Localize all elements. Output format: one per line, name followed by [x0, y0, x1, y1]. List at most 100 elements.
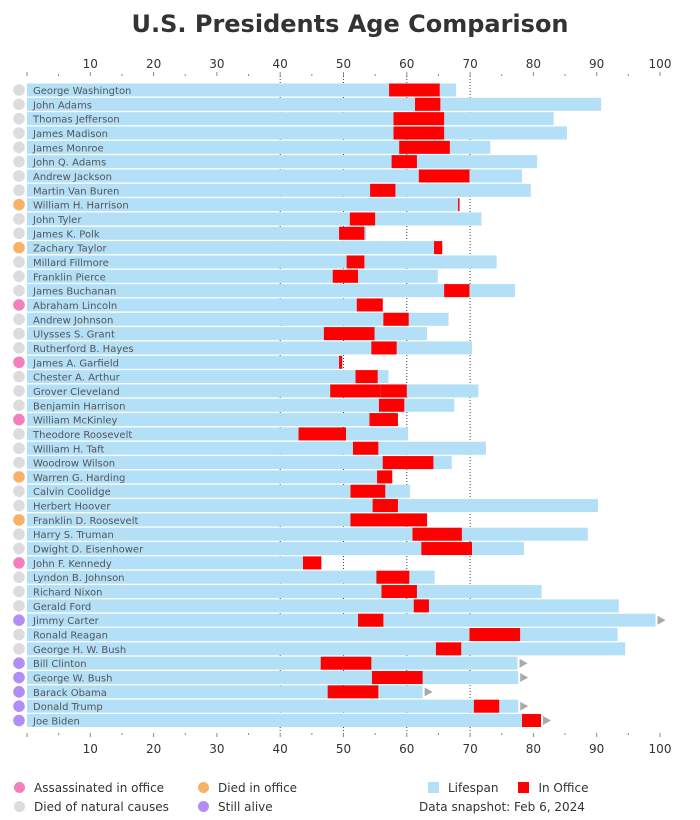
in-office-bar [372, 499, 398, 513]
in-office-bar [391, 155, 417, 169]
in-office-bar [435, 642, 462, 656]
in-office-bar [355, 370, 378, 384]
legend-item-natural: Died of natural causes [14, 797, 169, 816]
status-dot [13, 485, 25, 498]
status-dot [13, 614, 25, 627]
in-office-bar [473, 699, 500, 713]
president-name-label: Andrew Johnson [33, 315, 113, 326]
in-office-bar [369, 413, 398, 427]
status-dot [13, 628, 25, 641]
x-tick-label: 60 [399, 742, 414, 756]
in-office-bar [444, 284, 470, 298]
president-name-label: Calvin Coolidge [33, 487, 111, 498]
status-dot [13, 342, 25, 354]
status-dot [13, 643, 25, 655]
lifespan-bar [27, 513, 428, 527]
x-tick-label: 10 [83, 57, 98, 71]
president-name-label: Herbert Hoover [33, 502, 111, 513]
lifespan-bar [27, 398, 455, 412]
president-name-label: William H. Taft [33, 444, 104, 455]
legend-item-alive: Still alive [198, 797, 297, 816]
president-name-label: Woodrow Wilson [33, 459, 115, 470]
still-alive-arrow [520, 673, 529, 683]
legend-label: Lifespan [448, 780, 499, 795]
president-name-label: Theodore Roosevelt [32, 430, 132, 441]
status-dot [13, 471, 25, 483]
president-name-label: George W. Bush [33, 674, 112, 685]
legend-label: In Office [538, 780, 589, 795]
president-name-label: Richard Nixon [33, 588, 102, 599]
status-dot [13, 112, 25, 125]
x-tick-label: 40 [273, 742, 288, 756]
in-office-bar [415, 97, 441, 111]
in-office-bar [350, 484, 386, 498]
president-name-label: Donald Trump [33, 702, 103, 713]
status-dot [13, 327, 25, 340]
still-alive-arrow [542, 716, 551, 726]
president-name-label: Gerald Ford [33, 602, 91, 613]
legend-label: Died in office [218, 780, 298, 795]
president-name-label: John Adams [32, 100, 92, 111]
series-legend: Lifespan In Office Data snapshot: Feb 6,… [419, 778, 589, 816]
in-office-bar [320, 656, 372, 670]
still-alive-arrow [519, 658, 528, 668]
lifespan-bar [27, 413, 398, 427]
status-dot [13, 714, 25, 727]
in-office-bar [339, 355, 343, 369]
president-name-label: Martin Van Buren [33, 186, 119, 197]
president-name-label: James Buchanan [32, 287, 116, 298]
lifespan-bar [27, 370, 389, 384]
lifespan-bar [27, 97, 602, 111]
status-dot [13, 184, 25, 197]
status-dot [13, 213, 25, 225]
lifespan-bar [27, 599, 619, 613]
status-dot [13, 399, 25, 412]
in-office-bar [371, 671, 423, 685]
in-office-bar [346, 255, 365, 269]
in-office-bar [418, 169, 470, 183]
lifespan-bar [27, 484, 410, 498]
president-name-label: George H. W. Bush [33, 645, 126, 656]
lifespan-bar [27, 226, 367, 240]
lifespan-bar [27, 312, 449, 326]
in-office-bar [412, 527, 462, 541]
in-office-bar [380, 384, 407, 398]
still-alive-arrow [424, 687, 433, 697]
x-tick-label: 40 [273, 57, 288, 71]
in-office-bar [458, 198, 460, 212]
president-name-label: Franklin D. Roosevelt [33, 516, 138, 527]
status-dot [13, 299, 25, 311]
lifespan-bar [27, 642, 626, 656]
status-dot [13, 542, 25, 555]
in-office-bar [339, 226, 365, 240]
status-dot [13, 127, 25, 139]
lifespan-bar [27, 169, 523, 183]
legend-snapshot-row: Data snapshot: Feb 6, 2024 [419, 797, 588, 816]
legend-item-assassinated: Assassinated in office [14, 778, 169, 797]
in-office-bar [356, 298, 383, 312]
in-office-bar [393, 126, 445, 140]
lifespan-bar [27, 656, 518, 670]
president-name-label: Joe Biden [32, 717, 80, 728]
x-tick-label: 30 [209, 742, 224, 756]
status-dot [13, 155, 25, 168]
lifespan-bar [27, 585, 542, 599]
x-tick-label: 20 [146, 57, 161, 71]
president-name-label: James Madison [32, 129, 108, 140]
president-name-label: Rutherford B. Hayes [33, 344, 134, 355]
status-dot [13, 700, 25, 712]
in-office-bar [323, 327, 375, 341]
lifespan-bar [27, 613, 656, 627]
legend-swatch-in-office [518, 782, 530, 793]
president-name-label: John F. Kennedy [32, 559, 112, 570]
in-office-bar [370, 183, 396, 197]
in-office-bar [393, 112, 445, 126]
president-name-label: Andrew Jackson [33, 172, 112, 183]
lifespan-bar [27, 542, 524, 556]
lifespan-bar [27, 714, 541, 728]
legend-dot-died-in-office [198, 782, 209, 793]
status-dot [13, 657, 25, 669]
x-tick-label: 50 [336, 57, 351, 71]
status-dot [13, 686, 25, 698]
